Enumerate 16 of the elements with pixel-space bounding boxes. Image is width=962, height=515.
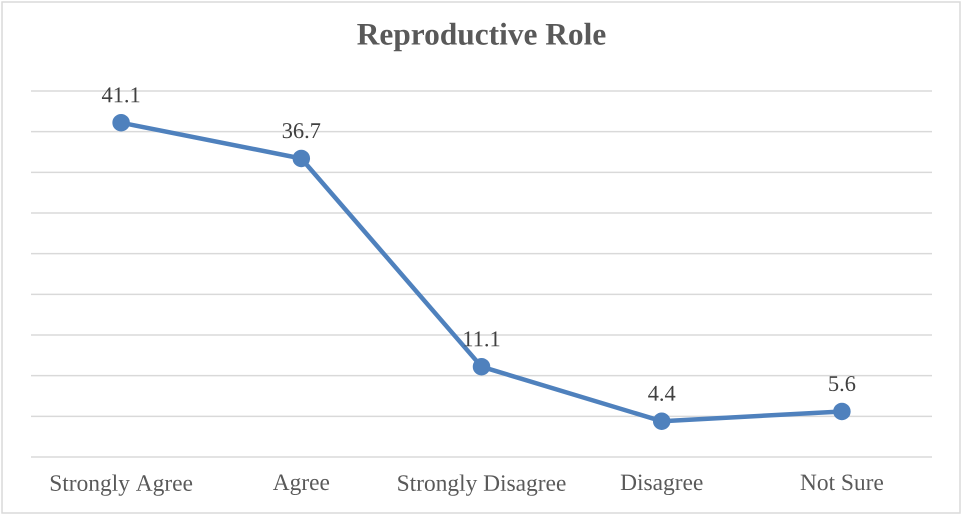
data-label: 36.7	[282, 123, 320, 138]
chart-title: Reproductive Role	[357, 22, 606, 52]
x-tick-label: Strongly Agree	[50, 474, 192, 496]
point	[833, 402, 851, 420]
point	[472, 358, 490, 376]
x-tick-label: Strongly Disagree	[398, 474, 566, 496]
data-label: 4.4	[648, 386, 676, 401]
point	[112, 114, 130, 132]
point	[292, 150, 310, 168]
x-tick-label: Disagree	[620, 474, 702, 496]
data-label: 11.1	[464, 331, 500, 347]
data-label: 5.6	[829, 376, 856, 392]
point	[652, 412, 670, 430]
x-tick-label: Agree	[272, 474, 330, 496]
x-tick-label: Not Sure	[800, 474, 884, 490]
data-label: 41.1	[102, 87, 140, 103]
